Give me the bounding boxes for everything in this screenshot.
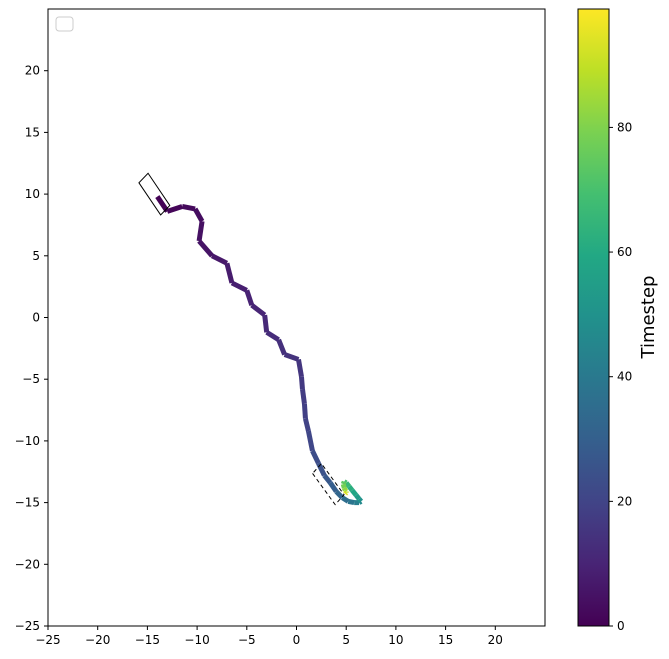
end-vehicle-box bbox=[311, 462, 345, 506]
colorbar-tick-label: 40 bbox=[617, 370, 632, 384]
trajectory-segment bbox=[244, 289, 255, 306]
y-tick-label: −15 bbox=[15, 496, 40, 510]
trajectory-segment bbox=[276, 338, 287, 356]
start-vehicle-box bbox=[138, 172, 171, 216]
trajectory-segment bbox=[296, 359, 304, 378]
trajectory-segment bbox=[347, 484, 355, 492]
y-tick-label: 20 bbox=[25, 64, 40, 78]
colorbar-tick-label: 20 bbox=[617, 494, 632, 508]
trajectory-segment bbox=[344, 481, 352, 489]
trajectory-segment bbox=[265, 330, 280, 342]
colorbar-tick-label: 0 bbox=[617, 619, 625, 633]
trajectory-segment bbox=[354, 493, 362, 501]
x-tick-label: 15 bbox=[438, 633, 453, 647]
trajectory-segment bbox=[322, 473, 333, 485]
x-tick-label: −10 bbox=[184, 633, 209, 647]
x-tick-label: −15 bbox=[135, 633, 160, 647]
trajectory-segment bbox=[310, 449, 321, 465]
legend-box bbox=[55, 16, 74, 32]
plot-area: −25 −20 −15 −10 −5 0 5 10 15 20 −25 −20 −15 −10 −5 0 5 1… bbox=[15, 8, 546, 647]
vehicle-box-annotations bbox=[138, 172, 345, 506]
trajectory-segment bbox=[298, 376, 305, 390]
colorbar-tick-label: 60 bbox=[617, 245, 632, 259]
trajectory-segment bbox=[299, 388, 307, 405]
colorbar-gradient bbox=[578, 9, 609, 626]
x-tick-label: 20 bbox=[488, 633, 503, 647]
trajectory-segment bbox=[230, 280, 248, 293]
x-tick-label: −20 bbox=[85, 633, 110, 647]
y-tick-label: 0 bbox=[32, 311, 40, 325]
y-tick-label: 15 bbox=[25, 125, 40, 139]
trajectory-segment bbox=[283, 352, 300, 362]
colorbar-frame bbox=[577, 8, 610, 627]
trajectory-segment bbox=[357, 497, 364, 503]
colorbar-tick-label: 80 bbox=[617, 120, 632, 134]
trajectory-segment bbox=[224, 262, 235, 284]
trajectory-segment bbox=[343, 491, 349, 496]
y-tick-label: −25 bbox=[15, 619, 40, 633]
trajectory-segment bbox=[181, 203, 196, 212]
trajectory-segment bbox=[328, 481, 339, 493]
x-tick-label: −5 bbox=[238, 633, 256, 647]
trajectory-segment bbox=[341, 486, 348, 492]
y-tick-label: −20 bbox=[15, 557, 40, 571]
colorbar-ticks: 0 20 40 60 80 bbox=[609, 120, 632, 633]
trajectory-segment bbox=[262, 314, 270, 333]
y-tick-label: −5 bbox=[22, 372, 40, 386]
colorbar: 0 20 40 60 80 Timestep bbox=[577, 8, 659, 633]
trajectory-segment bbox=[166, 204, 183, 214]
trajectory-segment bbox=[340, 483, 347, 489]
colorbar-label: Timestep bbox=[638, 276, 659, 360]
trajectory-segment bbox=[340, 495, 350, 504]
y-axis: −25 −20 −15 −10 −5 0 5 10 15 20 bbox=[15, 64, 48, 633]
trajectory-segment bbox=[196, 220, 205, 242]
y-tick-label: 5 bbox=[32, 249, 40, 263]
trajectory-segment bbox=[350, 488, 359, 497]
trajectory-segment bbox=[305, 430, 315, 452]
x-tick-label: 10 bbox=[388, 633, 403, 647]
trajectory-segment bbox=[197, 239, 214, 258]
trajectory-segment bbox=[155, 195, 170, 213]
legend[interactable] bbox=[55, 16, 74, 32]
trajectory-series bbox=[155, 195, 364, 506]
y-tick-label: 10 bbox=[25, 187, 40, 201]
trajectory-segment bbox=[347, 498, 355, 506]
trajectory-segment bbox=[210, 253, 229, 266]
trajectory-segment bbox=[343, 488, 349, 494]
trajectory-segment bbox=[301, 403, 308, 419]
trajectory-segment bbox=[192, 207, 205, 223]
y-tick-label: −10 bbox=[15, 434, 40, 448]
x-tick-label: 0 bbox=[293, 633, 301, 647]
trajectory-segment bbox=[340, 480, 347, 486]
x-axis: −25 −20 −15 −10 −5 0 5 10 15 20 bbox=[35, 626, 503, 647]
trajectory-segment bbox=[334, 489, 345, 500]
x-tick-label: −25 bbox=[35, 633, 60, 647]
x-tick-label: 5 bbox=[342, 633, 350, 647]
trajectory-segment bbox=[303, 418, 311, 432]
trajectory-segment bbox=[250, 303, 267, 318]
